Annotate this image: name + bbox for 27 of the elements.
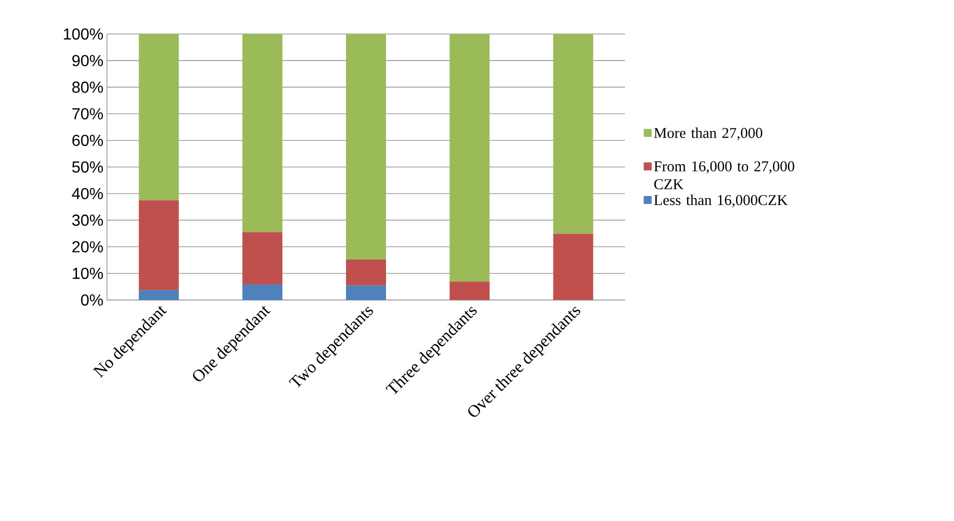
- bar: [553, 34, 594, 234]
- bar: [138, 34, 179, 200]
- bar: [450, 282, 490, 300]
- y-tick-label: 70%: [72, 108, 103, 120]
- bar: [242, 232, 282, 285]
- y-tick-label: 0%: [81, 294, 103, 306]
- bar: [346, 34, 386, 260]
- bar: [242, 34, 282, 232]
- y-tick-label: 30%: [72, 214, 103, 226]
- y-tick-label: 80%: [72, 82, 103, 93]
- bar: [450, 34, 490, 282]
- y-tick-label: 50%: [72, 161, 103, 173]
- bar: [242, 284, 282, 300]
- y-tick-label: 20%: [72, 241, 103, 252]
- y-tick-label: 10%: [72, 268, 103, 280]
- bar: [138, 290, 179, 300]
- legend-label: More than 27,000: [654, 128, 762, 140]
- bar: [553, 234, 594, 300]
- bar: [138, 200, 179, 290]
- y-tick-label: 40%: [72, 188, 103, 200]
- bar: [346, 260, 386, 286]
- legend-label: Less than 16,000CZK: [654, 194, 788, 208]
- bar: [346, 285, 386, 300]
- y-tick-label: 90%: [72, 54, 103, 66]
- legend-label: From 16,000 to 27,000 CZK: [654, 161, 794, 190]
- y-tick-label: 100%: [64, 28, 103, 40]
- y-tick-label: 60%: [72, 134, 103, 146]
